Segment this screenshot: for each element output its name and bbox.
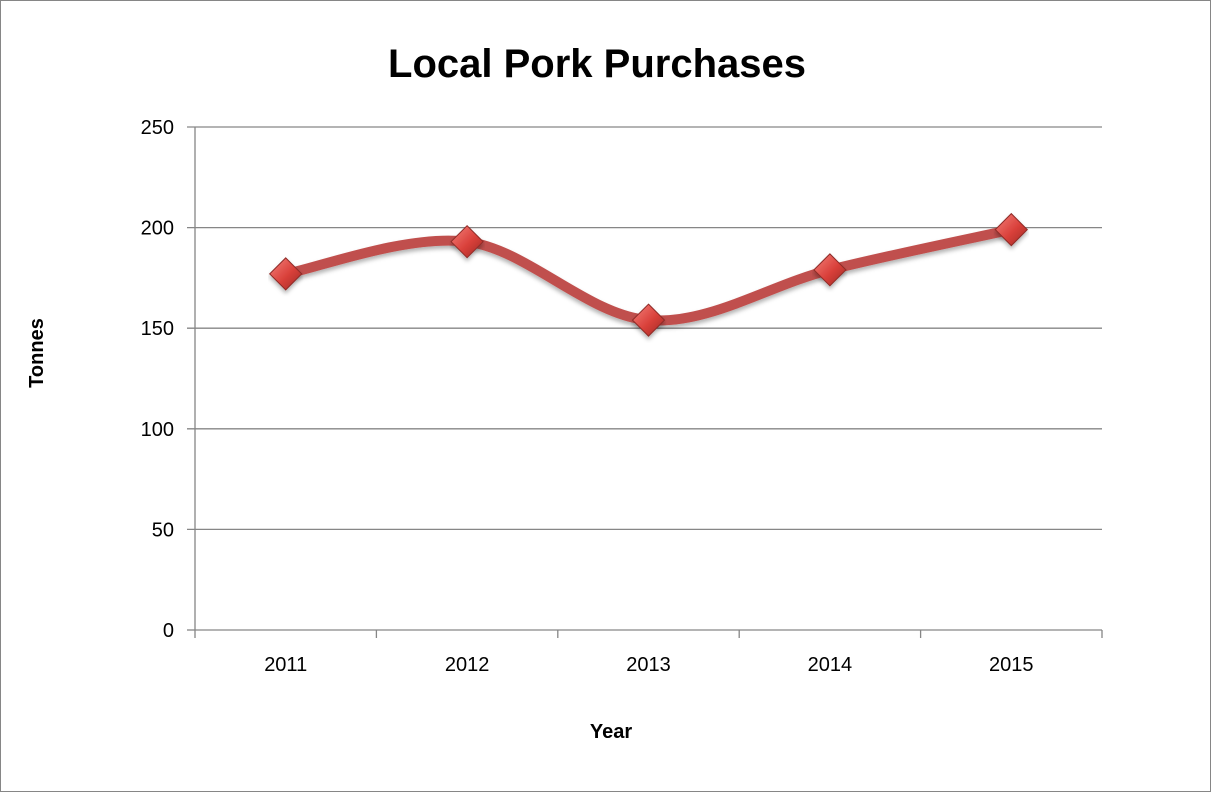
y-tick-label: 0 (163, 620, 174, 642)
y-tick-label: 50 (152, 519, 174, 541)
x-tick-label: 2014 (808, 654, 853, 676)
x-tick-label: 2013 (626, 654, 671, 676)
y-tick-label: 250 (141, 117, 174, 139)
data-point-marker (813, 253, 847, 287)
x-axis-title: Year (590, 721, 632, 743)
axes (187, 127, 1103, 638)
data-point-marker (268, 257, 303, 291)
y-axis-tick-labels: 0 50 100 150 200 250 (141, 117, 174, 642)
data-point-marker (631, 303, 666, 337)
data-point-marker (450, 224, 484, 259)
x-axis-tick-labels: 2011 2012 2013 2014 2015 (264, 654, 1033, 676)
data-point-marker (994, 212, 1029, 247)
chart-title: Local Pork Purchases (388, 42, 806, 86)
x-tick-label: 2012 (445, 654, 490, 676)
data-markers (268, 212, 1029, 337)
y-axis-title: Tonnes (26, 318, 48, 388)
x-tick-label: 2015 (989, 654, 1034, 676)
y-tick-label: 150 (141, 318, 174, 340)
x-tick-label: 2011 (264, 654, 307, 676)
y-tick-label: 200 (141, 218, 174, 240)
y-tick-label: 100 (141, 419, 174, 441)
